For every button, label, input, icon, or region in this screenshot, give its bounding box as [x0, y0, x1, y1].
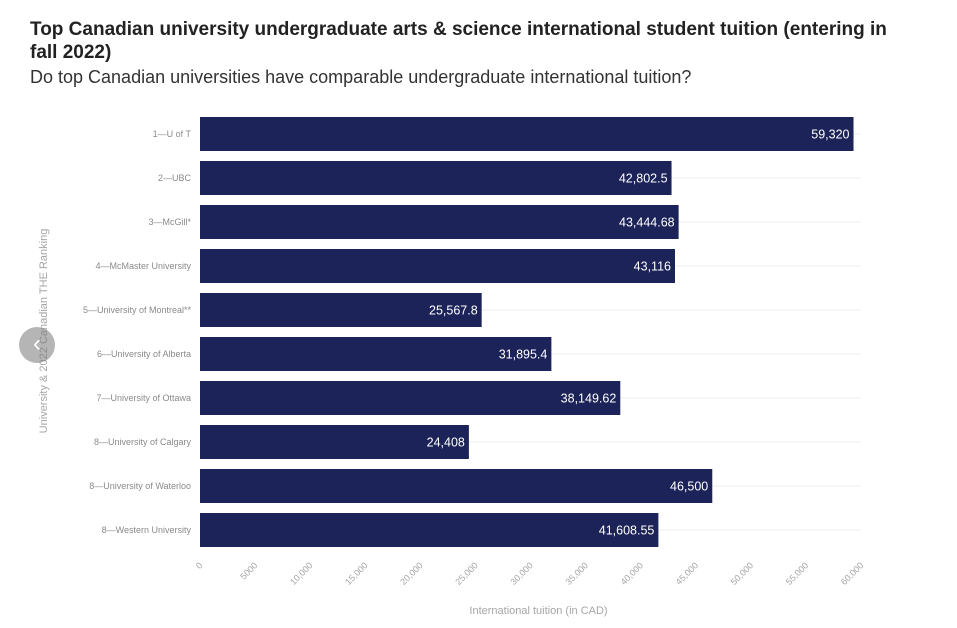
x-tick-label: 0	[194, 560, 205, 571]
category-label: 8—University of Waterloo	[89, 481, 191, 491]
bar-value-label: 46,500	[670, 480, 708, 494]
category-label: 4—McMaster University	[95, 261, 191, 271]
bar	[200, 161, 672, 195]
x-tick-label: 20,000	[398, 560, 425, 587]
bar	[200, 381, 621, 415]
x-tick-label: 45,000	[674, 560, 701, 587]
category-label: 2—UBC	[158, 173, 192, 183]
x-tick-label: 50,000	[729, 560, 756, 587]
bar-value-label: 59,320	[811, 128, 849, 142]
bar-value-label: 43,444.68	[619, 216, 675, 230]
chart-title: Top Canadian university undergraduate ar…	[30, 19, 887, 63]
x-tick-label: 30,000	[508, 560, 535, 587]
category-label: 1—U of T	[153, 129, 192, 139]
bar	[200, 469, 713, 503]
bar	[200, 425, 469, 459]
bar-value-label: 25,567.8	[429, 304, 478, 318]
x-tick-label: 25,000	[453, 560, 480, 587]
x-tick-label: 40,000	[619, 560, 646, 587]
bar-value-label: 38,149.62	[561, 392, 617, 406]
x-tick-label: 5000	[238, 560, 259, 581]
bar-value-label: 41,608.55	[599, 524, 655, 538]
bar-value-label: 24,408	[427, 436, 465, 450]
bar-value-label: 43,116	[634, 260, 671, 274]
bar	[200, 249, 675, 283]
category-label: 3—McGill*	[148, 217, 191, 227]
bar	[200, 205, 679, 239]
carousel-prev-button[interactable]: ‹	[19, 327, 55, 363]
bar	[200, 293, 482, 327]
category-label: 8—University of Calgary	[94, 437, 192, 447]
bar-value-label: 42,802.5	[619, 172, 668, 186]
category-label: 5—University of Montreal**	[83, 305, 192, 315]
x-tick-label: 60,000	[839, 560, 866, 587]
bars: 59,320 42,802.5 43,444.68 43,116 25,567.8 31,…	[200, 117, 854, 547]
x-tick-label: 35,000	[563, 560, 590, 587]
category-labels: 1—U of T 2—UBC 3—McGill* 4—McMaster Univers…	[83, 129, 192, 535]
x-axis-title: International tuition (in CAD)	[469, 605, 607, 617]
chevron-left-icon: ‹	[33, 330, 41, 357]
x-tick-label: 15,000	[343, 560, 370, 587]
x-tick-label: 10,000	[288, 560, 315, 587]
chart-subtitle: Do top Canadian universities have compar…	[30, 67, 692, 87]
bar	[200, 117, 854, 151]
category-label: 7—University of Ottawa	[96, 393, 191, 403]
x-tick-labels: 0 5000 10,000 15,000 20,000 25,000 30,000 35,00…	[194, 560, 866, 587]
bar-value-label: 31,895.4	[499, 348, 548, 362]
category-label: 6—University of Alberta	[97, 349, 191, 359]
x-tick-label: 55,000	[784, 560, 811, 587]
category-label: 8—Western University	[102, 525, 192, 535]
bar	[200, 337, 552, 371]
bar	[200, 513, 659, 547]
